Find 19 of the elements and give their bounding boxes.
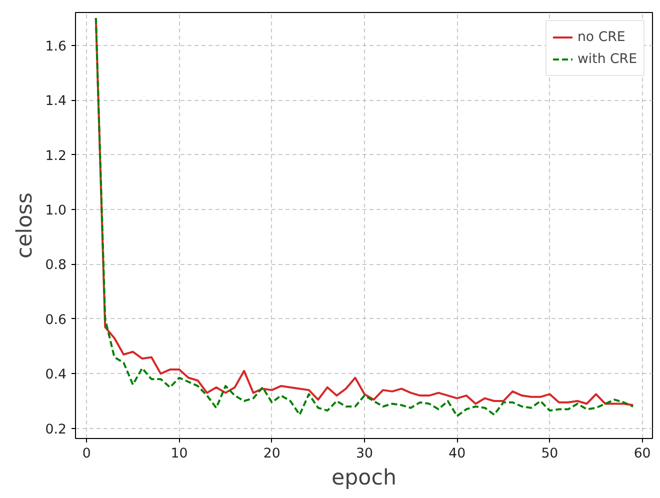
y-tick-label: 0.8 bbox=[45, 258, 67, 274]
x-tick-label: 30 bbox=[356, 446, 373, 462]
x-tick-label: 10 bbox=[170, 446, 188, 462]
y-axis-title: celoss bbox=[12, 192, 38, 259]
legend-label: with CRE bbox=[577, 52, 637, 66]
x-axis-title: epoch bbox=[332, 466, 396, 490]
y-tick-label: 1.0 bbox=[45, 203, 67, 218]
x-tick-label: 40 bbox=[448, 446, 466, 462]
x-tick-label: 60 bbox=[634, 446, 651, 462]
x-tick-label: 0 bbox=[82, 446, 91, 462]
legend-label: no CRE bbox=[577, 30, 626, 44]
y-tick-label: 0.2 bbox=[45, 422, 67, 438]
x-tick-label: 20 bbox=[263, 446, 280, 462]
y-tick-label: 1.6 bbox=[45, 39, 67, 54]
x-tick-label: 50 bbox=[541, 446, 558, 462]
y-tick-label: 0.6 bbox=[45, 312, 67, 328]
y-tick-label: 1.2 bbox=[45, 148, 67, 164]
y-tick-label: 0.4 bbox=[45, 368, 67, 383]
y-tick-label: 1.4 bbox=[45, 94, 67, 110]
